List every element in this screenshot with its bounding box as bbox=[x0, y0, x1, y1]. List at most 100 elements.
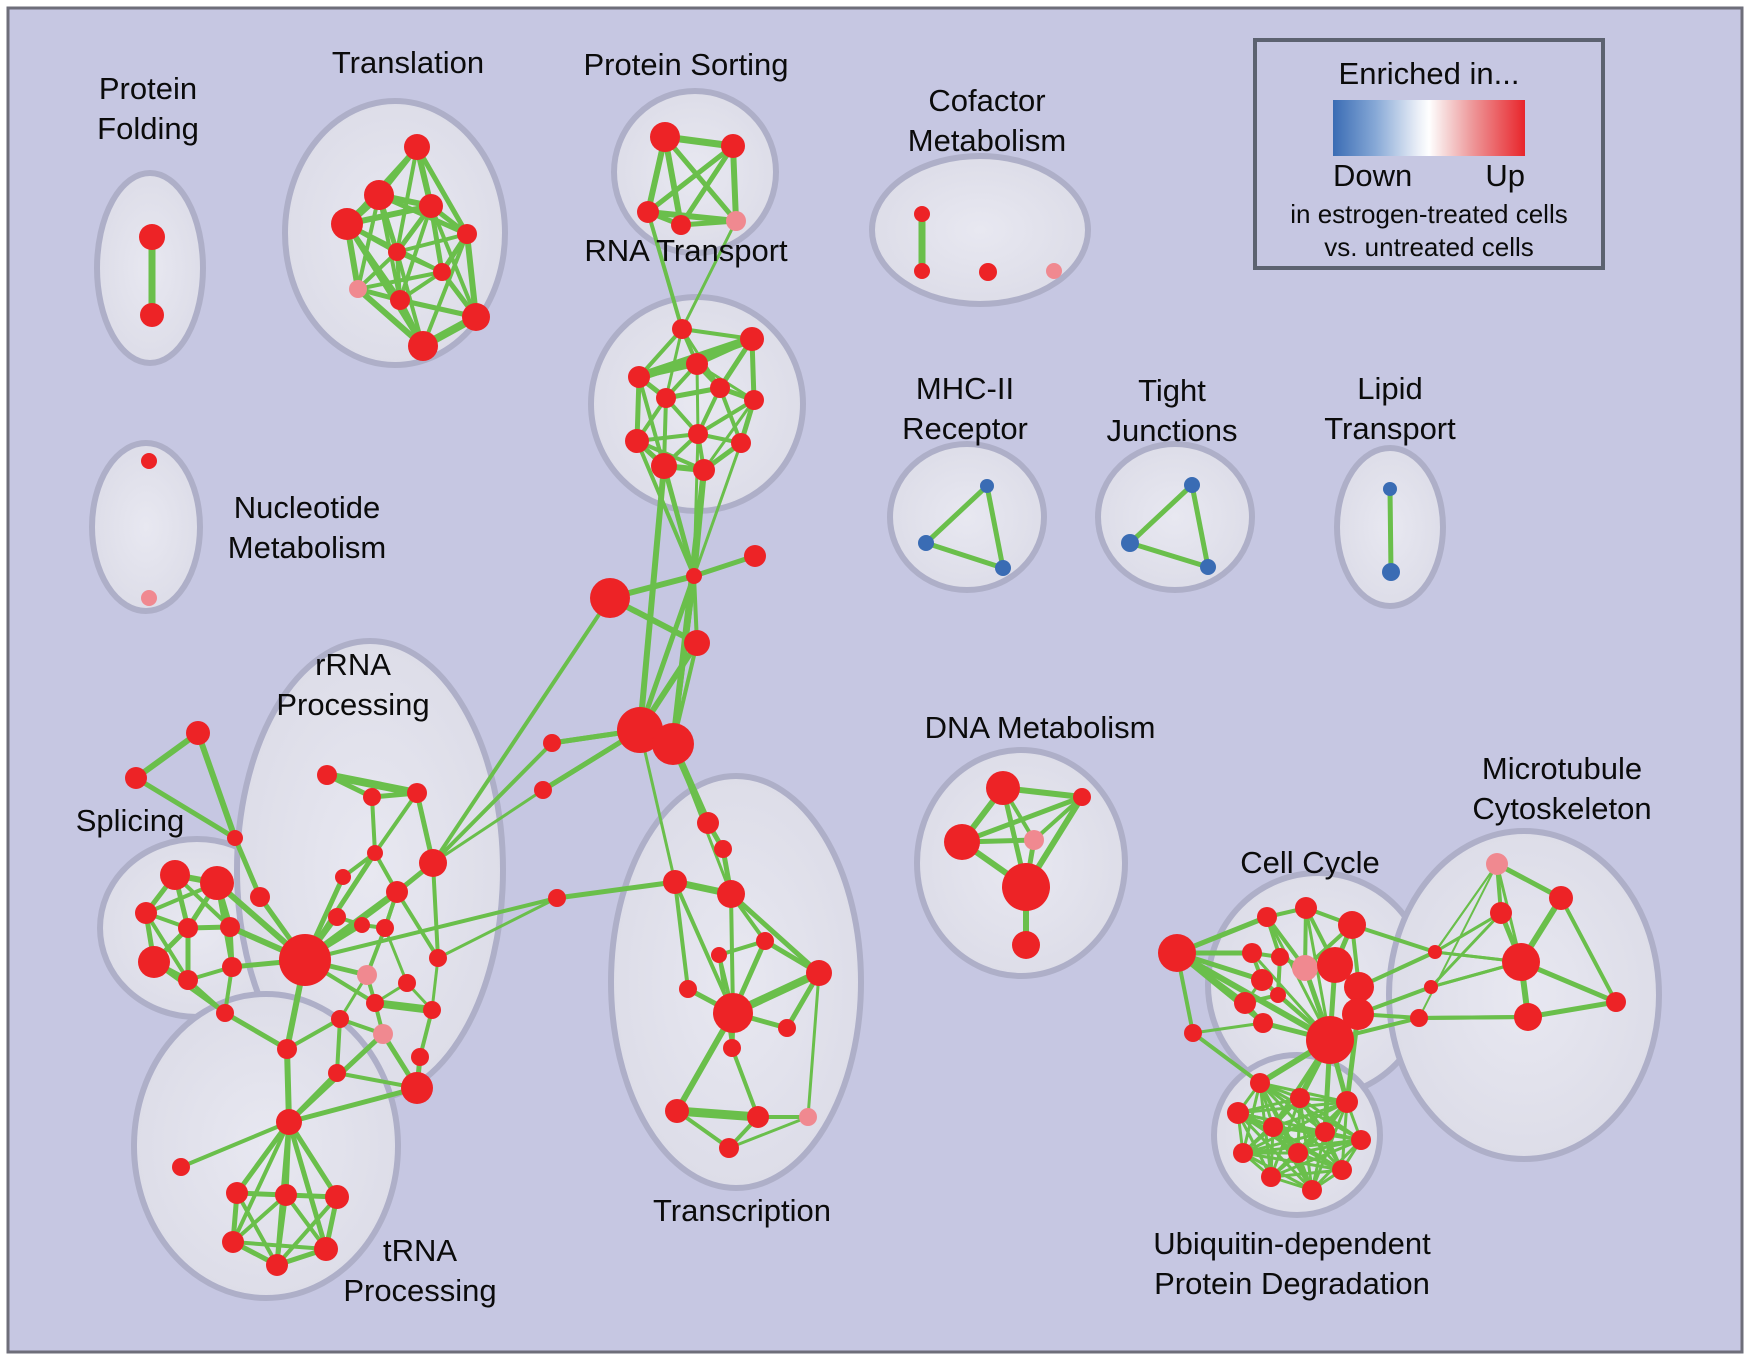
microtubule-cytoskeleton-edge bbox=[1434, 863, 1498, 953]
trna-processing-node-3 bbox=[226, 1182, 248, 1204]
tight-junctions-label: Tight bbox=[1138, 373, 1206, 408]
inter-cluster-edge bbox=[692, 441, 743, 578]
trna-processing-node-0 bbox=[277, 1039, 297, 1059]
mhc-ii-receptor-node-0 bbox=[980, 479, 994, 493]
nucleotide-metabolism-node-1 bbox=[141, 590, 157, 606]
translation-edge bbox=[344, 221, 426, 349]
rna-transport-node-9 bbox=[731, 433, 751, 453]
inter-cluster-edge bbox=[680, 219, 738, 331]
lipid-transport-node-0 bbox=[1383, 482, 1397, 496]
dna-metabolism-node-5 bbox=[1012, 931, 1040, 959]
transcription-edge bbox=[673, 880, 690, 991]
cell-cycle-node-10 bbox=[1317, 947, 1353, 983]
trna-processing-node-8 bbox=[314, 1237, 338, 1261]
splicing-satellite-edge bbox=[133, 775, 238, 841]
microtubule-cytoskeleton-edge bbox=[1494, 861, 1564, 901]
ubiquitin-degradation-edge bbox=[1236, 1100, 1349, 1115]
mhc-ii-receptor-edge bbox=[923, 540, 1006, 571]
transcription-node-10 bbox=[723, 1039, 741, 1057]
protein-sorting-edge bbox=[645, 209, 739, 224]
microtubule-cytoskeleton-node-0 bbox=[1486, 853, 1508, 875]
rrna-processing-node-16 bbox=[331, 1010, 349, 1028]
cell-cycle-node-13 bbox=[1342, 998, 1374, 1030]
cell-cycle-node-15 bbox=[1184, 1024, 1202, 1042]
tight-junctions-ellipse bbox=[1095, 441, 1255, 593]
cell-cycle-node-6 bbox=[1251, 969, 1273, 991]
translation-node-7 bbox=[349, 280, 367, 298]
central-connectors-node-3 bbox=[684, 630, 710, 656]
trna-processing-label: tRNA bbox=[383, 1233, 457, 1268]
trna-processing-edge bbox=[179, 1120, 291, 1169]
dna-metabolism-edge bbox=[959, 794, 1085, 845]
translation-node-5 bbox=[457, 224, 477, 244]
nucleotide-metabolism-label: Nucleotide bbox=[234, 490, 380, 525]
cell-cycle-node-11 bbox=[1344, 972, 1374, 1002]
rrna-processing-node-8 bbox=[354, 917, 370, 933]
transcription-node-3 bbox=[717, 880, 745, 908]
ubiquitin-degradation-node-4 bbox=[1263, 1117, 1283, 1137]
ubiquitin-degradation-node-6 bbox=[1351, 1130, 1371, 1150]
trna-processing-edge bbox=[275, 1193, 288, 1267]
inter-cluster-edge bbox=[303, 896, 559, 962]
inter-cluster-edge bbox=[431, 596, 612, 865]
central-connectors-node-8 bbox=[548, 889, 566, 907]
translation-node-4 bbox=[388, 243, 406, 261]
ubiquitin-degradation-edge bbox=[1241, 1130, 1327, 1155]
rrna-processing-edge bbox=[395, 890, 440, 960]
translation-node-1 bbox=[364, 180, 394, 210]
cell-cycle-label: Cell Cycle bbox=[1240, 845, 1380, 880]
cofactor-metabolism-node-0 bbox=[914, 206, 930, 222]
rna-transport-node-4 bbox=[710, 378, 730, 398]
rrna-processing-node-7 bbox=[328, 908, 346, 926]
microtubule-cytoskeleton-node-6 bbox=[1428, 945, 1442, 959]
transcription-node-9 bbox=[778, 1019, 796, 1037]
ubiquitin-degradation-node-5 bbox=[1315, 1122, 1335, 1142]
rrna-processing-edge bbox=[373, 791, 419, 855]
rna-transport-node-1 bbox=[740, 327, 764, 351]
lipid-transport-node-1 bbox=[1382, 563, 1400, 581]
splicing-node-0 bbox=[160, 860, 190, 890]
tight-junctions-node-0 bbox=[1184, 477, 1200, 493]
trna-processing-node-2 bbox=[172, 1158, 190, 1176]
transcription-node-12 bbox=[747, 1106, 769, 1128]
translation-edge bbox=[395, 250, 425, 348]
trna-processing-node-5 bbox=[325, 1185, 349, 1209]
rna-transport-node-2 bbox=[686, 353, 708, 375]
rrna-processing-node-2 bbox=[407, 783, 427, 803]
trna-processing-node-7 bbox=[266, 1254, 288, 1276]
rna-transport-edge bbox=[695, 362, 700, 436]
protein-folding-node-1 bbox=[140, 303, 164, 327]
mhc-ii-receptor-ellipse bbox=[887, 441, 1047, 593]
transcription-node-11 bbox=[665, 1099, 689, 1123]
tight-junctions-node-1 bbox=[1121, 534, 1139, 552]
microtubule-cytoskeleton-edge bbox=[1417, 1015, 1530, 1020]
microtubule-cytoskeleton-node-3 bbox=[1502, 943, 1540, 981]
ubiquitin-degradation-node-10 bbox=[1261, 1167, 1281, 1187]
protein-sorting-node-2 bbox=[637, 201, 659, 223]
splicing-satellite-node-0 bbox=[186, 721, 210, 745]
inter-cluster-edge bbox=[646, 210, 684, 331]
cofactor-metabolism-label: Metabolism bbox=[908, 123, 1067, 158]
rrna-processing-node-14 bbox=[366, 994, 384, 1012]
inter-cluster-edge bbox=[222, 1010, 290, 1052]
rrna-processing-edge bbox=[371, 999, 436, 1014]
protein-sorting-node-4 bbox=[726, 211, 746, 231]
rrna-processing-node-1 bbox=[363, 788, 381, 806]
protein-sorting-edge bbox=[730, 143, 739, 224]
translation-edge bbox=[356, 270, 444, 291]
translation-edge bbox=[414, 144, 470, 237]
translation-node-6 bbox=[433, 263, 451, 281]
central-connectors-node-5 bbox=[652, 723, 694, 765]
splicing-node-5 bbox=[138, 946, 170, 978]
tight-junctions-edge bbox=[1127, 540, 1211, 570]
transcription-edge bbox=[730, 1046, 760, 1119]
dna-metabolism-label: DNA Metabolism bbox=[925, 710, 1156, 745]
tight-junctions-label: Junctions bbox=[1107, 413, 1238, 448]
trna-processing-edge bbox=[234, 1119, 292, 1196]
inter-cluster-edge bbox=[637, 573, 697, 733]
splicing-label: Splicing bbox=[76, 803, 185, 838]
rrna-processing-node-17 bbox=[373, 1024, 393, 1044]
microtubule-cytoskeleton-edge bbox=[1433, 911, 1503, 954]
trna-processing-edge bbox=[231, 1193, 288, 1244]
splicing-node-1 bbox=[200, 866, 234, 900]
